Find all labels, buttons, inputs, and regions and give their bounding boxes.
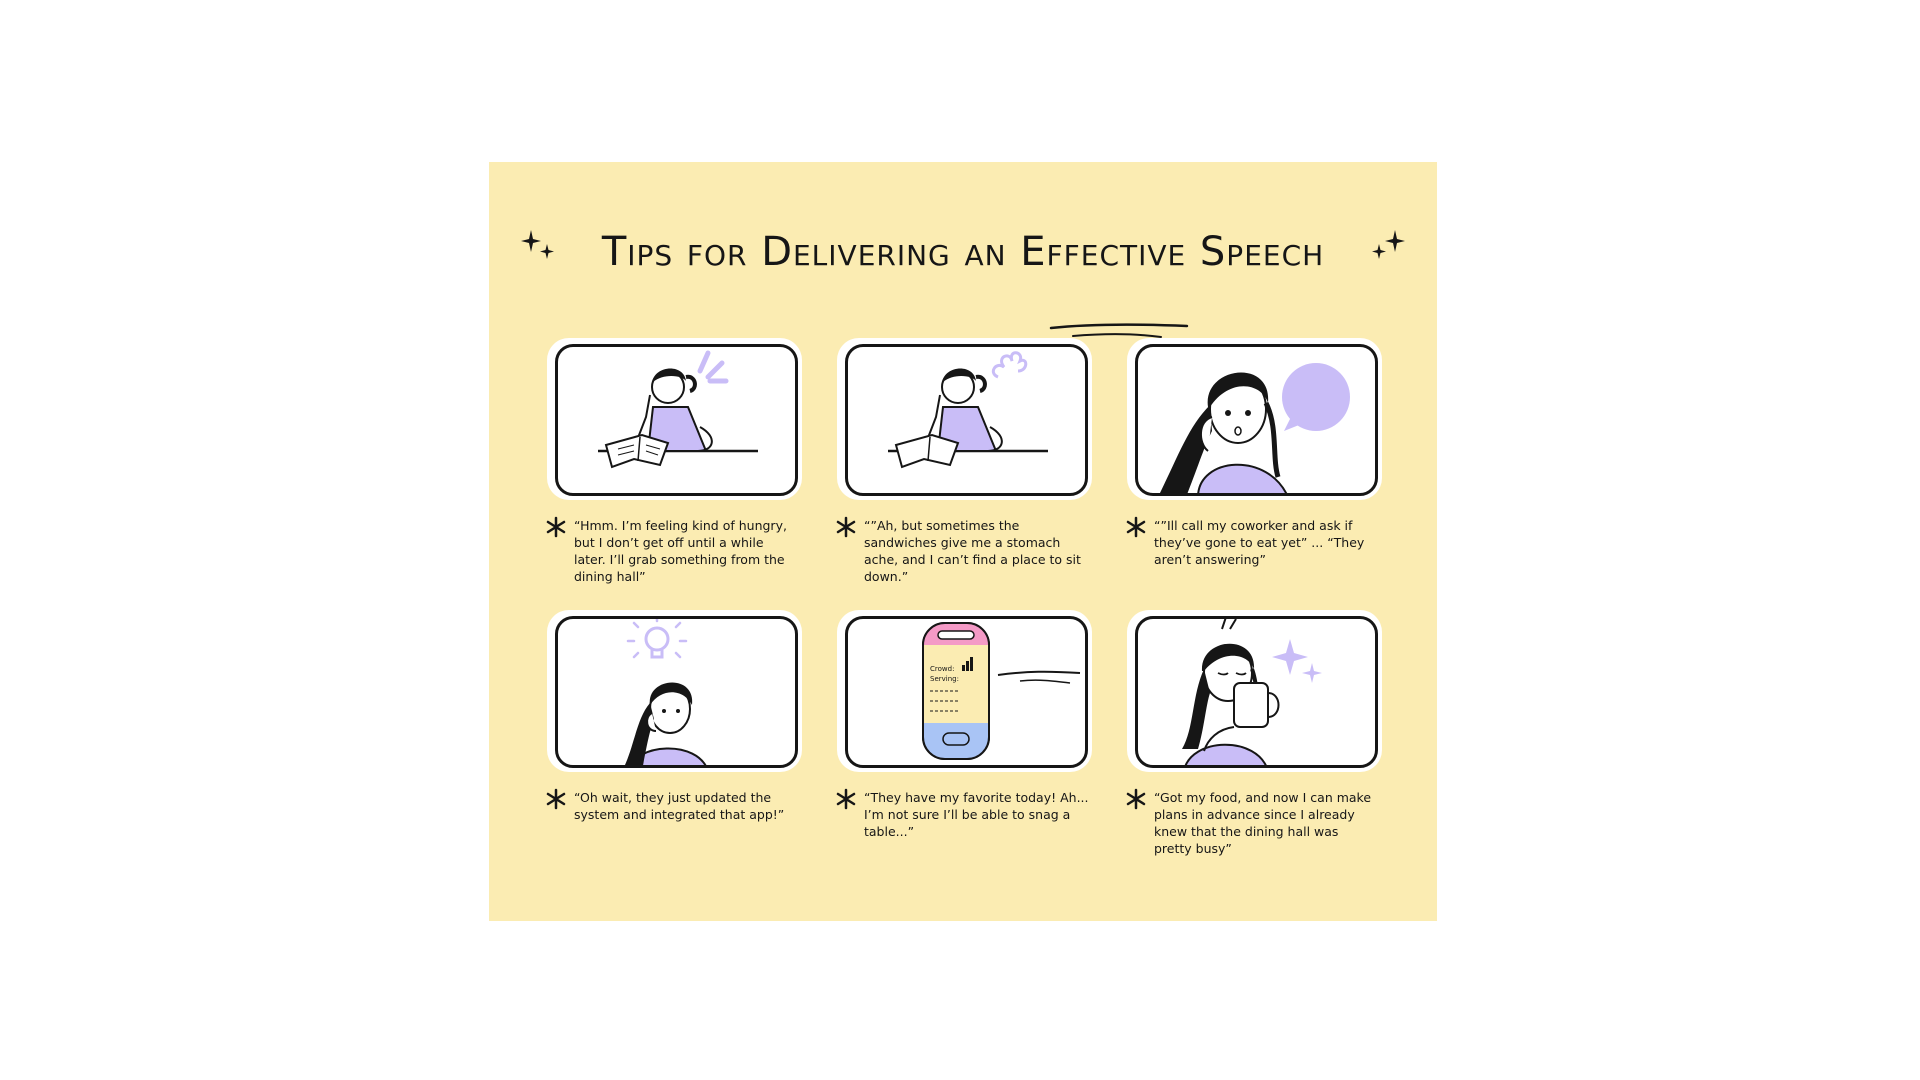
girl-phone-call-icon [1159, 363, 1350, 493]
app-crowd-label: Crowd: [930, 665, 954, 673]
panel-card: Crowd: Serving: [837, 610, 1092, 772]
tip-caption: “They have my favorite today! Ah... I’m … [864, 790, 1089, 839]
tip-caption: “Oh wait, they just updated the system a… [574, 790, 785, 822]
tips-board: Tips for Delivering an Effective Speech [489, 162, 1437, 921]
panel-card [1127, 338, 1382, 500]
illustration-frame [845, 344, 1088, 496]
illustration-frame [555, 344, 798, 496]
asterisk-icon [1126, 516, 1146, 538]
tip-caption: “”Ah, but sometimes the sandwiches give … [864, 518, 1081, 584]
title-row: Tips for Delivering an Effective Speech [489, 220, 1437, 338]
asterisk-icon [546, 516, 566, 538]
asterisk-icon [1126, 788, 1146, 810]
illustration-frame [555, 616, 798, 768]
girl-drinking-coffee-icon [1182, 619, 1322, 765]
app-serving-label: Serving: [930, 675, 959, 683]
girl-thinking-reading-icon [598, 350, 758, 469]
girl-idea-lightbulb-icon [624, 619, 707, 765]
panel-card [547, 338, 802, 500]
tip-caption: “Got my food, and now I can make plans i… [1154, 790, 1372, 856]
illustration-frame: Crowd: Serving: [845, 616, 1088, 768]
panel-card [547, 610, 802, 772]
asterisk-icon [836, 516, 856, 538]
page-title: Tips for Delivering an Effective Speech [601, 229, 1325, 275]
sparkle-icon [521, 230, 554, 259]
sparkle-icon [1372, 230, 1405, 259]
illustration-frame [1135, 344, 1378, 496]
girl-worried-reading-icon [888, 351, 1048, 469]
panel-card [837, 338, 1092, 500]
phone-app-icon: Crowd: Serving: [922, 622, 1081, 760]
tip-caption: “”Ill call my coworker and ask if they’v… [1154, 518, 1365, 567]
title-underline-scribble [1049, 323, 1189, 338]
asterisk-icon [836, 788, 856, 810]
tip-caption: “Hmm. I’m feeling kind of hungry, but I … [574, 518, 787, 584]
panel-card [1127, 610, 1382, 772]
asterisk-icon [546, 788, 566, 810]
illustration-frame [1135, 616, 1378, 768]
